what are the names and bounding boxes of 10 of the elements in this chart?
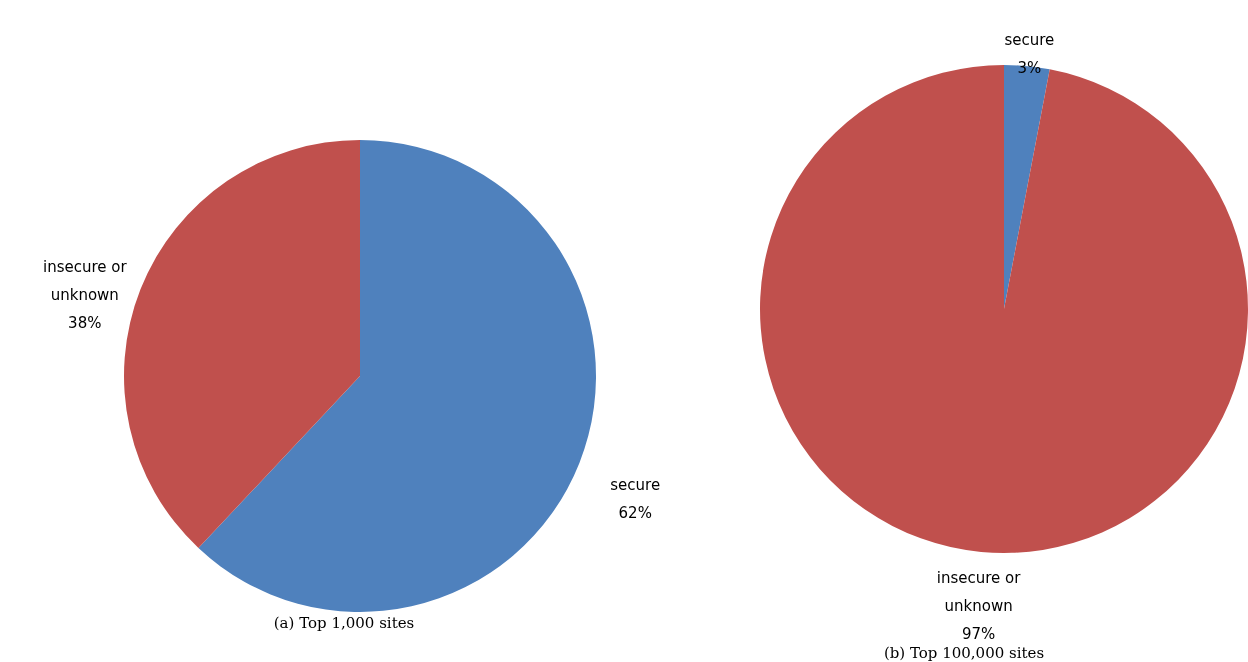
data-label: 38%: [68, 314, 102, 333]
data-label: 62%: [618, 503, 652, 522]
text: (a) Top 1,000 sites: [273, 614, 415, 632]
pie-slice: [198, 140, 596, 612]
text: (b) Top 100,000 sites: [883, 643, 1045, 662]
slice-label: secure: [610, 475, 661, 494]
slice-label: secure: [1004, 31, 1055, 50]
slice-label: insecure or unknown: [936, 568, 1022, 615]
slice-label: insecure or unknown: [42, 258, 128, 305]
data-label: 97%: [961, 624, 996, 643]
